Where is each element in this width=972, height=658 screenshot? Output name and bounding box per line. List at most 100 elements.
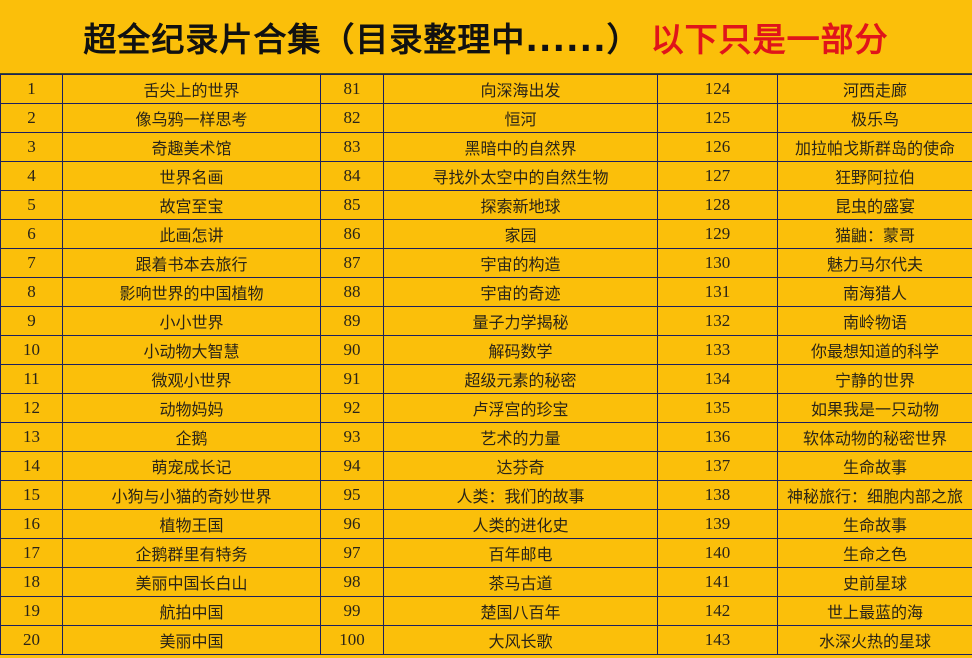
cell-number[interactable]: 19 (0, 596, 63, 626)
cell-title[interactable]: 魅力马尔代夫 (777, 248, 972, 278)
cell-title[interactable]: 植物王国 (62, 509, 321, 539)
cell-number[interactable]: 89 (320, 306, 384, 336)
cell-title[interactable]: 像乌鸦一样思考 (62, 103, 321, 133)
cell-number[interactable]: 85 (320, 190, 384, 220)
cell-number[interactable]: 87 (320, 248, 384, 278)
cell-title[interactable]: 河西走廊 (777, 74, 972, 104)
cell-number[interactable]: 3 (0, 132, 63, 162)
cell-title[interactable]: 量子力学揭秘 (383, 306, 658, 336)
cell-title[interactable]: 狂野阿拉伯 (777, 161, 972, 191)
cell-number[interactable]: 2 (0, 103, 63, 133)
cell-title[interactable]: 故宫至宝 (62, 190, 321, 220)
cell-number[interactable]: 124 (657, 74, 778, 104)
cell-title[interactable]: 生命故事 (777, 451, 972, 481)
cell-title[interactable]: 黑暗中的自然界 (383, 132, 658, 162)
cell-number[interactable]: 141 (657, 567, 778, 597)
cell-number[interactable]: 4 (0, 161, 63, 191)
cell-title[interactable]: 艺术的力量 (383, 422, 658, 452)
cell-number[interactable]: 88 (320, 277, 384, 307)
cell-number[interactable]: 133 (657, 335, 778, 365)
cell-title[interactable]: 昆虫的盛宴 (777, 190, 972, 220)
cell-title[interactable]: 楚国八百年 (383, 596, 658, 626)
cell-title[interactable]: 企鹅 (62, 422, 321, 452)
cell-number[interactable]: 137 (657, 451, 778, 481)
cell-title[interactable]: 微观小世界 (62, 364, 321, 394)
cell-number[interactable]: 126 (657, 132, 778, 162)
cell-title[interactable]: 宁静的世界 (777, 364, 972, 394)
cell-title[interactable]: 南岭物语 (777, 306, 972, 336)
cell-title[interactable]: 宇宙的奇迹 (383, 277, 658, 307)
cell-number[interactable]: 11 (0, 364, 63, 394)
cell-number[interactable]: 135 (657, 393, 778, 423)
cell-number[interactable]: 81 (320, 74, 384, 104)
cell-title[interactable]: 小动物大智慧 (62, 335, 321, 365)
cell-number[interactable]: 98 (320, 567, 384, 597)
cell-title[interactable]: 达芬奇 (383, 451, 658, 481)
cell-number[interactable]: 90 (320, 335, 384, 365)
cell-title[interactable]: 探索新地球 (383, 190, 658, 220)
cell-title[interactable]: 世界名画 (62, 161, 321, 191)
cell-number[interactable]: 12 (0, 393, 63, 423)
cell-title[interactable]: 跟着书本去旅行 (62, 248, 321, 278)
cell-title[interactable]: 加拉帕戈斯群岛的使命 (777, 132, 972, 162)
cell-title[interactable]: 奇趣美术馆 (62, 132, 321, 162)
cell-number[interactable]: 10 (0, 335, 63, 365)
cell-title[interactable]: 美丽中国长白山 (62, 567, 321, 597)
cell-title[interactable]: 人类：我们的故事 (383, 480, 658, 510)
cell-number[interactable]: 94 (320, 451, 384, 481)
cell-title[interactable]: 家园 (383, 219, 658, 249)
cell-title[interactable]: 人类的进化史 (383, 509, 658, 539)
cell-number[interactable]: 132 (657, 306, 778, 336)
cell-number[interactable]: 16 (0, 509, 63, 539)
cell-number[interactable]: 136 (657, 422, 778, 452)
cell-title[interactable]: 史前星球 (777, 567, 972, 597)
cell-title[interactable]: 生命之色 (777, 538, 972, 568)
cell-title[interactable]: 此画怎讲 (62, 219, 321, 249)
cell-title[interactable]: 茶马古道 (383, 567, 658, 597)
cell-number[interactable]: 92 (320, 393, 384, 423)
cell-number[interactable]: 14 (0, 451, 63, 481)
cell-number[interactable]: 134 (657, 364, 778, 394)
cell-title[interactable]: 小狗与小猫的奇妙世界 (62, 480, 321, 510)
cell-title[interactable]: 如果我是一只动物 (777, 393, 972, 423)
cell-title[interactable]: 软体动物的秘密世界 (777, 422, 972, 452)
cell-title[interactable]: 企鹅群里有特务 (62, 538, 321, 568)
cell-title[interactable]: 超级元素的秘密 (383, 364, 658, 394)
cell-title[interactable]: 向深海出发 (383, 74, 658, 104)
cell-title[interactable]: 大风长歌 (383, 625, 658, 655)
cell-title[interactable]: 猫鼬：蒙哥 (777, 219, 972, 249)
cell-title[interactable]: 航拍中国 (62, 596, 321, 626)
cell-number[interactable]: 131 (657, 277, 778, 307)
cell-number[interactable]: 17 (0, 538, 63, 568)
cell-number[interactable]: 1 (0, 74, 63, 104)
cell-title[interactable]: 世上最蓝的海 (777, 596, 972, 626)
cell-number[interactable]: 84 (320, 161, 384, 191)
cell-number[interactable]: 8 (0, 277, 63, 307)
cell-title[interactable]: 影响世界的中国植物 (62, 277, 321, 307)
cell-title[interactable]: 萌宠成长记 (62, 451, 321, 481)
cell-title[interactable]: 卢浮宫的珍宝 (383, 393, 658, 423)
cell-number[interactable]: 13 (0, 422, 63, 452)
cell-number[interactable]: 93 (320, 422, 384, 452)
cell-title[interactable]: 神秘旅行：细胞内部之旅 (777, 480, 972, 510)
cell-number[interactable]: 5 (0, 190, 63, 220)
cell-number[interactable]: 125 (657, 103, 778, 133)
cell-title[interactable]: 舌尖上的世界 (62, 74, 321, 104)
cell-number[interactable]: 7 (0, 248, 63, 278)
cell-number[interactable]: 139 (657, 509, 778, 539)
cell-number[interactable]: 20 (0, 625, 63, 655)
cell-title[interactable]: 小小世界 (62, 306, 321, 336)
cell-number[interactable]: 18 (0, 567, 63, 597)
cell-title[interactable]: 水深火热的星球 (777, 625, 972, 655)
cell-number[interactable]: 83 (320, 132, 384, 162)
cell-number[interactable]: 82 (320, 103, 384, 133)
cell-number[interactable]: 95 (320, 480, 384, 510)
cell-title[interactable]: 你最想知道的科学 (777, 335, 972, 365)
cell-number[interactable]: 6 (0, 219, 63, 249)
cell-number[interactable]: 15 (0, 480, 63, 510)
cell-title[interactable]: 美丽中国 (62, 625, 321, 655)
cell-title[interactable]: 极乐鸟 (777, 103, 972, 133)
cell-number[interactable]: 100 (320, 625, 384, 655)
cell-title[interactable]: 宇宙的构造 (383, 248, 658, 278)
cell-number[interactable]: 138 (657, 480, 778, 510)
